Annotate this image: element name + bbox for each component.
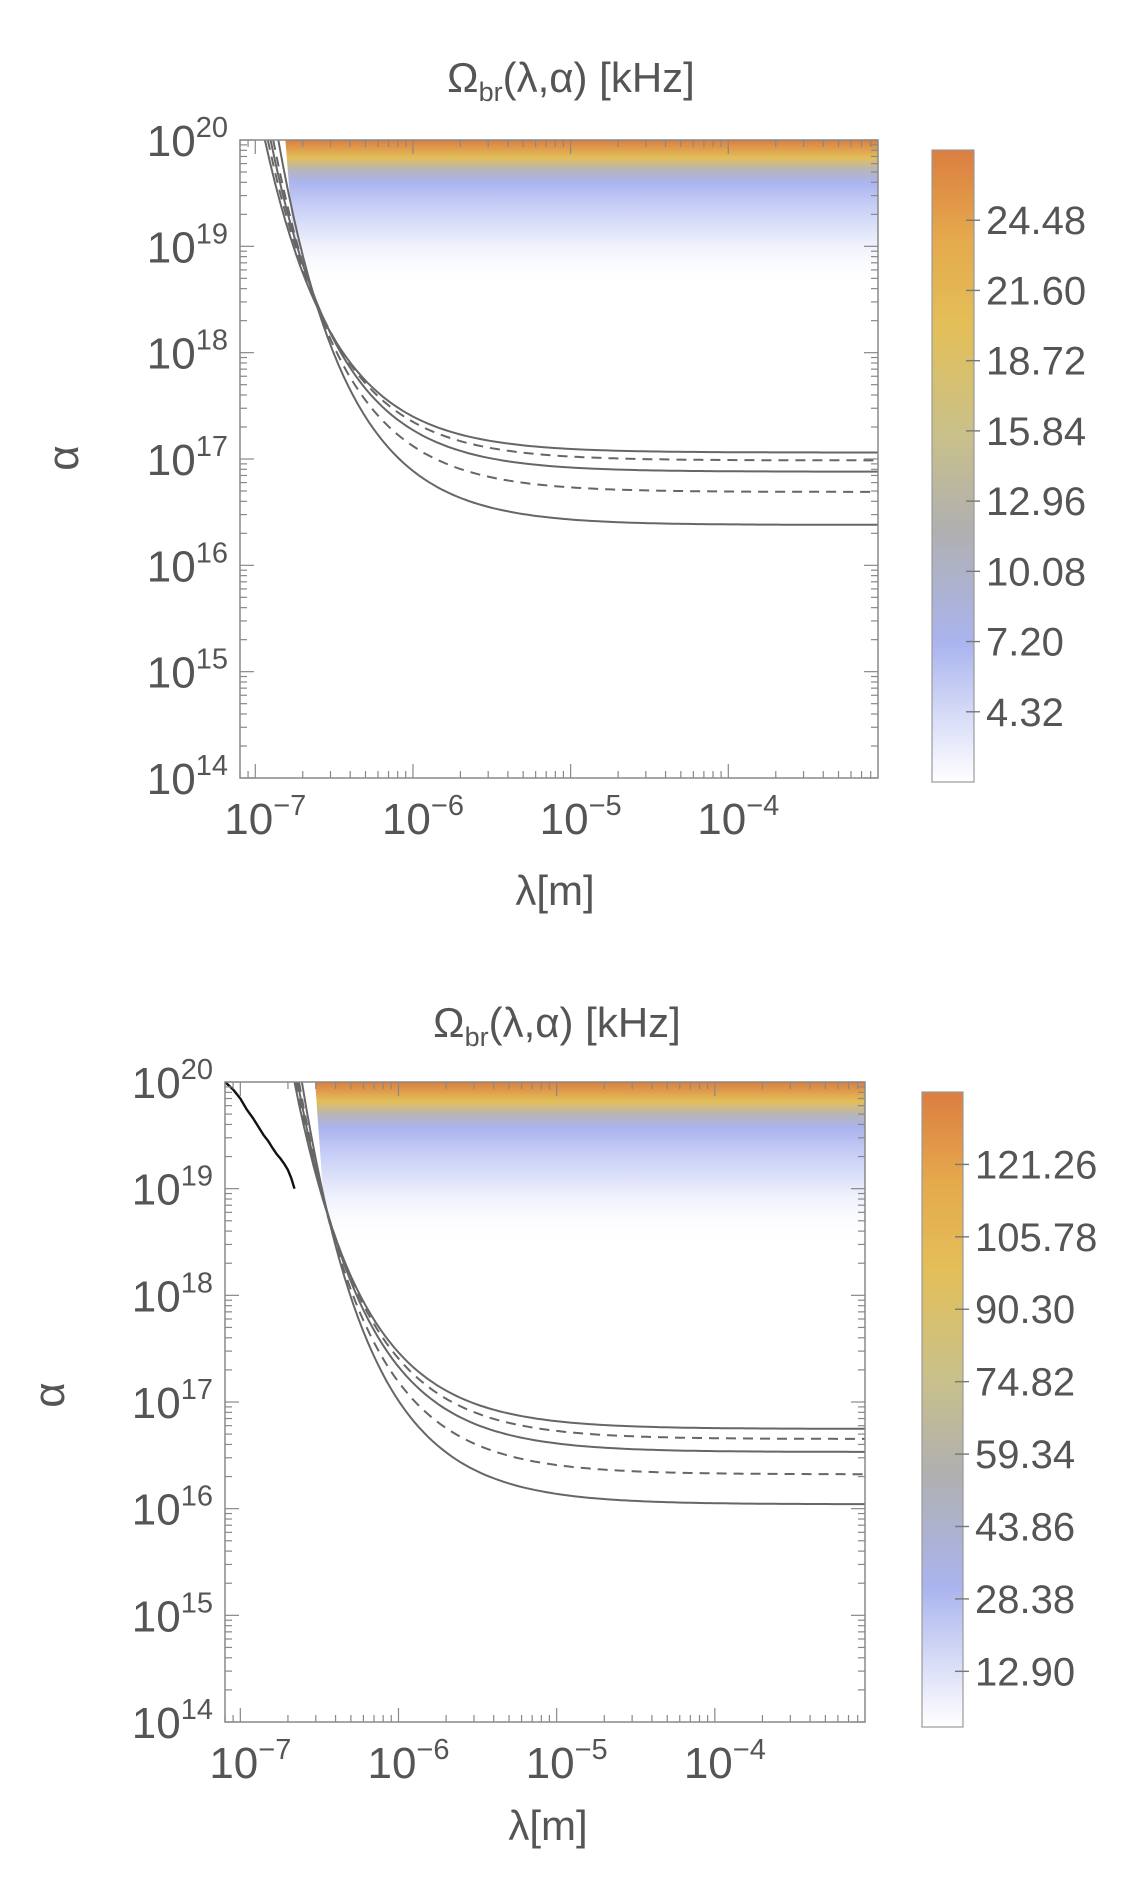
colorbar-label-4: 59.34 bbox=[975, 1433, 1075, 1477]
colorbar-label-5: 74.82 bbox=[975, 1361, 1075, 1405]
y-tick-label-7: 1020 bbox=[147, 112, 228, 166]
colorbar-label-4: 12.96 bbox=[986, 480, 1086, 524]
colorbar-label-1: 4.32 bbox=[986, 691, 1064, 735]
contour-line-3 bbox=[269, 139, 878, 473]
colorbar-label-5: 15.84 bbox=[986, 410, 1086, 454]
colorbar bbox=[921, 1091, 964, 1728]
x-tick-label-2: 10−6 bbox=[382, 790, 464, 844]
contour-line-5 bbox=[300, 1081, 865, 1506]
colorbar-label-8: 121.26 bbox=[975, 1143, 1097, 1187]
y-axis-label: α bbox=[25, 1382, 74, 1407]
contour-line-4 bbox=[298, 1081, 865, 1476]
y-tick-label-2: 1015 bbox=[132, 1587, 213, 1641]
contour-line-1 bbox=[263, 139, 878, 454]
y-tick-label-6: 1019 bbox=[147, 218, 228, 272]
colorbar-label-6: 18.72 bbox=[986, 340, 1086, 384]
colorbar-label-2: 28.38 bbox=[975, 1578, 1075, 1622]
colorbar bbox=[931, 149, 975, 783]
colorbar-label-8: 24.48 bbox=[986, 199, 1086, 243]
contour-line-3 bbox=[296, 1081, 865, 1453]
y-tick-label-7: 1020 bbox=[132, 1054, 213, 1108]
y-tick-label-3: 1016 bbox=[147, 537, 228, 591]
boundary-curve bbox=[224, 1081, 296, 1190]
x-axis-label: λ[m] bbox=[515, 867, 594, 914]
colorbar-label-6: 90.30 bbox=[975, 1288, 1075, 1332]
tick-marks bbox=[224, 1081, 865, 1723]
x-tick-label-1: 10−7 bbox=[209, 1734, 291, 1788]
y-axis-label: α bbox=[39, 445, 88, 470]
contour-line-2 bbox=[295, 1081, 865, 1440]
contour-line-5 bbox=[277, 139, 878, 526]
x-tick-label-3: 10−5 bbox=[540, 790, 622, 844]
colorbar-label-3: 10.08 bbox=[986, 550, 1086, 594]
y-tick-label-5: 1018 bbox=[147, 325, 228, 379]
chart-panel-2: Ωbr(λ,α) [kHz] 10−7 10−6 10−5 10−4 1014 1015 10… bbox=[25, 999, 1097, 1849]
contour-line-4 bbox=[272, 139, 878, 493]
colorbar-label-3: 43.86 bbox=[975, 1505, 1075, 1549]
x-tick-label-4: 10−4 bbox=[684, 1734, 766, 1788]
y-tick-label-1: 1014 bbox=[147, 750, 228, 804]
y-tick-label-2: 1015 bbox=[147, 644, 228, 698]
x-tick-label-1: 10−7 bbox=[224, 790, 306, 844]
heatmap-region bbox=[257, 1082, 865, 1245]
colorbar-label-2: 7.20 bbox=[986, 621, 1064, 665]
chart-title: Ωbr(λ,α) [kHz] bbox=[447, 54, 695, 107]
heatmap-mask bbox=[240, 140, 298, 289]
colorbar-label-7: 105.78 bbox=[975, 1216, 1097, 1260]
y-tick-label-4: 1017 bbox=[132, 1374, 213, 1428]
x-tick-label-4: 10−4 bbox=[697, 790, 779, 844]
tick-marks bbox=[239, 139, 878, 779]
chart-panel-1: Ωbr(λ,α) [kHz] 10−7 10−6 10−5 10−4 1014 1015 10… bbox=[39, 54, 1086, 914]
colorbar-label-1: 12.90 bbox=[975, 1650, 1075, 1694]
x-tick-label-2: 10−6 bbox=[367, 1734, 449, 1788]
chart-title: Ωbr(λ,α) [kHz] bbox=[433, 999, 681, 1052]
y-tick-label-4: 1017 bbox=[147, 431, 228, 485]
y-tick-label-3: 1016 bbox=[132, 1481, 213, 1535]
y-tick-label-1: 1014 bbox=[132, 1694, 213, 1748]
colorbar-label-7: 21.60 bbox=[986, 269, 1086, 313]
x-tick-label-3: 10−5 bbox=[526, 1734, 608, 1788]
contour-line-1 bbox=[293, 1081, 865, 1430]
y-tick-label-5: 1018 bbox=[132, 1267, 213, 1321]
heatmap-mask bbox=[225, 1082, 327, 1245]
x-axis-label: λ[m] bbox=[508, 1802, 587, 1849]
heatmap-region bbox=[272, 140, 879, 289]
y-tick-label-6: 1019 bbox=[132, 1161, 213, 1215]
